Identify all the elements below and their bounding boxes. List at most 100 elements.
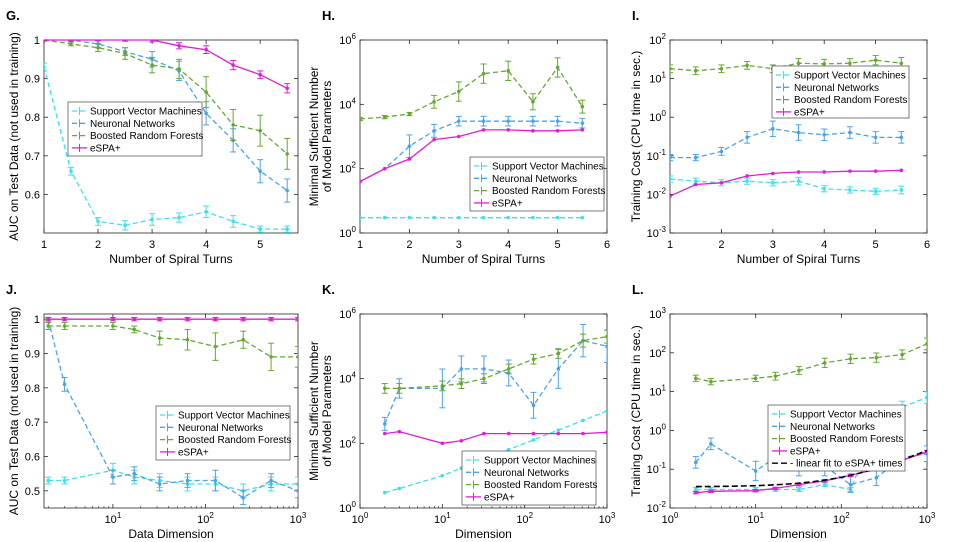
data-point-nn <box>285 188 289 193</box>
data-point-brf <box>440 384 445 388</box>
data-point-nn <box>459 367 464 371</box>
x-tick-label: 101 <box>105 511 122 526</box>
x-axis-label: Number of Spiral Turns <box>737 252 860 266</box>
data-point-espa <box>285 86 289 91</box>
legend-label-espa: eSPA+ <box>484 492 515 503</box>
data-point-espa <box>693 490 698 495</box>
data-point-svm <box>360 215 362 220</box>
data-point-nn <box>555 119 560 123</box>
data-point-nn <box>556 367 561 371</box>
series-espa <box>360 128 585 184</box>
series-line-nn <box>47 319 298 499</box>
x-tick-label: 5 <box>257 239 263 251</box>
data-point-espa <box>46 317 51 321</box>
x-tick-label: 4 <box>203 239 209 251</box>
data-point-brf <box>213 344 218 349</box>
legend-label-nn: Neuronal Networks <box>790 422 875 433</box>
data-point-svm <box>848 188 852 192</box>
data-point-espa <box>123 40 127 42</box>
data-point-svm <box>506 447 511 452</box>
data-point-brf <box>407 112 412 116</box>
data-point-brf <box>506 367 511 371</box>
x-tick-label: 102 <box>197 511 214 526</box>
data-point-brf <box>822 361 827 365</box>
data-point-svm <box>531 438 536 442</box>
data-point-espa <box>407 157 412 161</box>
data-point-svm <box>231 219 235 224</box>
x-tick-label: 103 <box>290 511 307 526</box>
y-tick-label: 1 <box>34 35 40 47</box>
x-tick-label: 6 <box>604 239 610 251</box>
data-point-nn <box>482 367 486 371</box>
data-point-svm <box>407 215 412 220</box>
data-point-espa <box>605 430 607 435</box>
data-point-espa <box>459 438 464 443</box>
data-point-nn <box>432 129 436 133</box>
y-tick-label: 106 <box>339 306 356 321</box>
data-point-svm <box>555 215 560 220</box>
data-point-nn <box>531 119 535 123</box>
y-tick-label: 102 <box>339 161 356 176</box>
data-point-espa <box>382 431 387 436</box>
x-tick-label: 4 <box>821 239 827 251</box>
legend-box <box>469 156 605 212</box>
data-point-nn <box>62 382 67 387</box>
data-point-espa <box>773 486 778 491</box>
series-brf <box>45 322 298 372</box>
x-tick-label: 2 <box>95 239 101 251</box>
panel-label: L. <box>632 282 644 297</box>
data-point-nn <box>693 460 698 465</box>
data-point-nn <box>269 478 273 483</box>
data-point-nn <box>382 422 387 426</box>
data-point-svm <box>693 487 698 492</box>
panel-h: 100 102 104 106 1 2 3 4 5 6 Number of Spiral Turns… <box>307 8 610 266</box>
x-axis-label: Dimension <box>770 527 827 541</box>
data-point-svm <box>581 418 585 423</box>
series-espa <box>382 429 607 446</box>
series-line-brf <box>360 66 583 120</box>
data-point-svm <box>44 65 46 69</box>
y-tick-label: 1 <box>34 314 40 326</box>
panel-g: 0.6 0.7 0.8 0.9 1 1 2 3 4 5 Number of Spiral Turns… <box>6 8 299 266</box>
legend-label-espa: eSPA+ <box>492 198 523 209</box>
legend-label-brf: Boosted Random Forests <box>492 186 605 197</box>
data-point-svm <box>440 473 445 478</box>
x-axis-label: Number of Spiral Turns <box>422 252 545 266</box>
data-point-brf <box>745 63 749 68</box>
y-tick-label: 10-3 <box>647 225 667 240</box>
data-point-svm <box>150 217 154 222</box>
legend-label-svm: Support Vector Machines <box>492 162 604 173</box>
data-point-espa <box>44 40 46 42</box>
legend-box <box>771 65 910 119</box>
data-point-brf <box>753 376 758 381</box>
data-point-brf <box>693 376 698 381</box>
data-point-espa <box>258 72 262 77</box>
data-point-espa <box>899 168 904 173</box>
data-point-espa <box>382 166 387 171</box>
x-tick-label: 102 <box>833 511 850 526</box>
data-point-svm <box>899 188 904 192</box>
data-point-nn <box>670 155 672 160</box>
data-point-brf <box>822 62 826 66</box>
y-axis-label: of Model Parameters <box>320 81 334 192</box>
y-tick-label: 102 <box>649 32 666 47</box>
legend-label-svm: Support Vector Machines <box>90 107 202 118</box>
y-tick-label: 0.5 <box>25 486 40 498</box>
data-point-brf <box>693 68 698 73</box>
data-point-brf <box>382 386 387 391</box>
panel-label: G. <box>6 8 20 23</box>
legend-label-nn: Neuronal Networks <box>484 468 569 479</box>
data-point-svm <box>873 189 878 194</box>
data-point-svm <box>481 215 486 220</box>
data-point-brf <box>719 66 724 71</box>
data-point-brf <box>506 69 511 73</box>
data-point-brf <box>46 324 51 328</box>
data-point-brf <box>481 71 486 76</box>
data-point-brf <box>150 63 154 67</box>
data-point-nn <box>531 403 536 408</box>
data-point-espa <box>709 489 713 494</box>
y-tick-label: 10-2 <box>647 500 667 515</box>
legend-box <box>461 450 597 506</box>
y-tick-label: 103 <box>649 306 666 321</box>
